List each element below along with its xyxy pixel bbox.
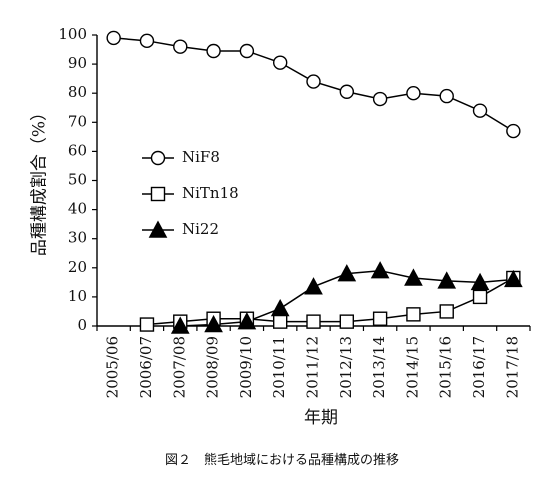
data-point-nif8 xyxy=(306,74,321,89)
y-tick-label: 0 xyxy=(77,316,87,334)
y-tick-label: 10 xyxy=(68,287,87,305)
y-tick-label: 50 xyxy=(68,171,87,189)
y-tick-label: 100 xyxy=(58,25,87,43)
x-tick-label: 2005/06 xyxy=(104,336,122,398)
legend-label: NiTn18 xyxy=(182,184,239,202)
data-point-ni22 xyxy=(170,316,190,334)
data-point-ni22 xyxy=(270,298,290,317)
figure-caption: 図２ 熊毛地域における品種構成の推移 xyxy=(165,452,399,468)
x-axis-label: 年期 xyxy=(304,408,338,428)
data-point-nif8 xyxy=(339,84,355,99)
data-point-nitn18 xyxy=(139,317,155,332)
data-point-ni22 xyxy=(304,277,323,295)
y-tick-label: 90 xyxy=(68,54,87,72)
legend-label: NiF8 xyxy=(182,148,220,166)
y-tick-label: 30 xyxy=(68,229,87,247)
data-point-nif8 xyxy=(272,55,288,70)
legend-marker xyxy=(148,220,168,238)
y-tick-label: 60 xyxy=(68,141,87,159)
x-tick-label: 2010/11 xyxy=(270,336,288,398)
y-axis-label: 品種構成割合（%） xyxy=(30,104,50,256)
data-point-nif8 xyxy=(439,88,454,104)
data-point-nif8 xyxy=(406,85,421,101)
data-point-nif8 xyxy=(506,123,521,139)
x-ticks: 2005/06 2006/07 2007/08 2008/09 2009/10 2010/… xyxy=(96,326,531,398)
data-point-nitn18 xyxy=(439,304,454,319)
data-point-nif8 xyxy=(173,39,188,54)
data-point-nif8 xyxy=(139,33,155,49)
data-point-nitn18 xyxy=(472,289,488,305)
x-tick-label: 2013/14 xyxy=(370,336,388,398)
data-point-ni22 xyxy=(470,272,490,291)
data-point-ni22 xyxy=(437,271,457,289)
x-tick-label: 2011/12 xyxy=(304,336,322,398)
x-tick-label: 2007/08 xyxy=(170,336,188,398)
y-tick-label: 70 xyxy=(68,112,87,130)
data-point-ni22 xyxy=(237,312,257,330)
data-point-nitn18 xyxy=(306,314,321,329)
x-tick-label: 2012/13 xyxy=(337,336,355,398)
data-point-nif8 xyxy=(239,43,255,59)
data-point-nitn18 xyxy=(406,307,421,322)
data-point-ni22 xyxy=(204,314,223,333)
data-point-nitn18 xyxy=(372,311,388,326)
legend-marker xyxy=(150,150,166,166)
y-tick-label: 80 xyxy=(68,83,87,101)
data-point-nif8 xyxy=(472,103,488,118)
x-tick-label: 2017/18 xyxy=(503,336,521,398)
y-ticks: 0 10 20 30 40 50 60 70 80 90 100 xyxy=(58,25,97,334)
x-tick-label: 2015/16 xyxy=(437,336,455,398)
data-point-ni22 xyxy=(404,268,423,286)
data-point-nif8 xyxy=(372,91,388,107)
data-point-ni22 xyxy=(370,261,390,279)
data-point-nif8 xyxy=(206,43,221,59)
legend-marker xyxy=(150,186,166,202)
series-line-nitn18 xyxy=(146,277,514,326)
x-tick-label: 2016/17 xyxy=(470,336,488,398)
data-point-nitn18 xyxy=(272,314,288,329)
data-point-nitn18 xyxy=(339,314,355,329)
y-tick-label: 40 xyxy=(68,200,87,218)
legend: NiF8 NiTn18 Ni22 xyxy=(142,148,239,238)
data-point-ni22 xyxy=(337,264,357,282)
y-tick-label: 20 xyxy=(68,258,87,276)
series-points xyxy=(106,30,523,334)
data-point-ni22 xyxy=(504,269,523,288)
data-point-nif8 xyxy=(106,30,121,46)
legend-label: Ni22 xyxy=(182,220,219,238)
x-tick-label: 2009/10 xyxy=(237,336,255,398)
x-tick-label: 2006/07 xyxy=(137,336,155,398)
x-tick-label: 2008/09 xyxy=(204,336,222,398)
x-tick-label: 2014/15 xyxy=(403,336,421,398)
